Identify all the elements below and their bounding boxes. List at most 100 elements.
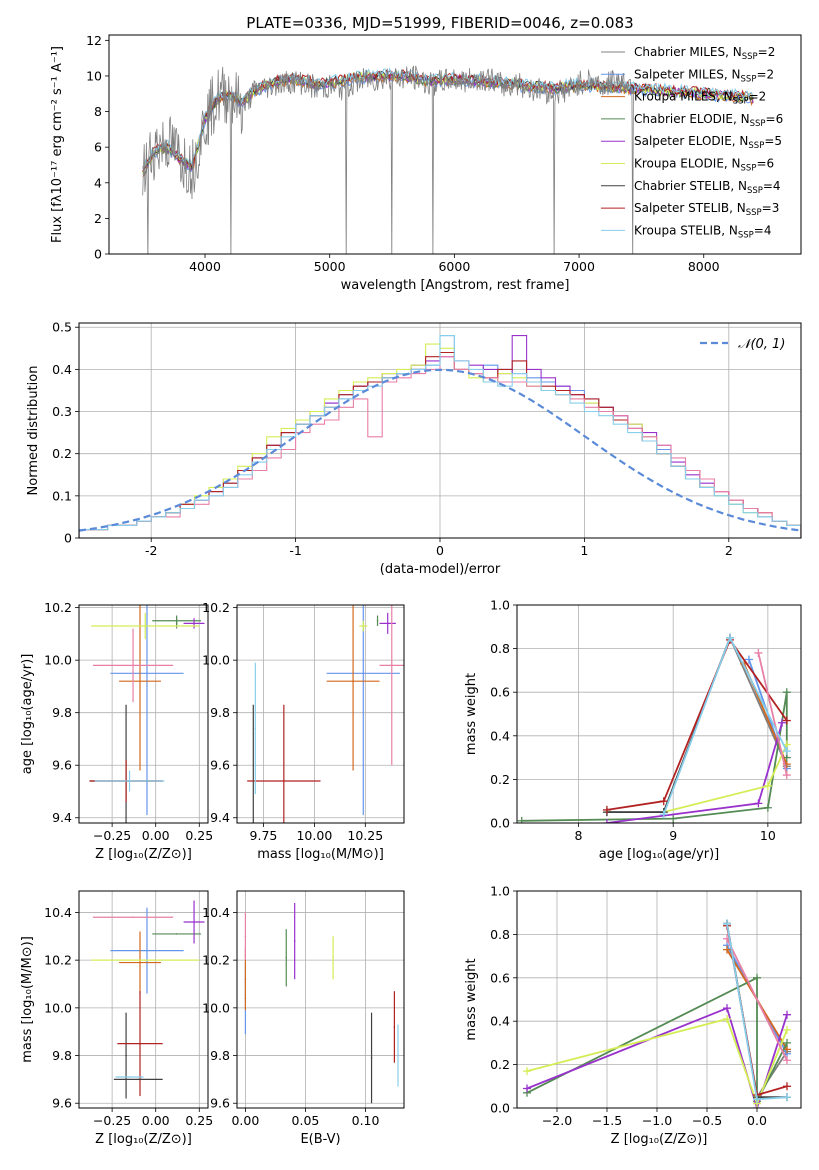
data-point — [146, 672, 148, 675]
data-point — [390, 664, 393, 667]
y-tick-label: 0.1 — [52, 488, 72, 503]
weight-marker — [763, 781, 772, 790]
x-tick-label: 0.05 — [292, 1113, 320, 1128]
y-tick-label: 10.0 — [44, 1000, 72, 1015]
panel-residual-histogram: -2 -1 0 1 2 0 0.1 0.2 0.3 0.4 0.5 (data-model)/erro… — [26, 320, 802, 577]
weight-marker — [602, 819, 611, 823]
observed-spectrum-line — [142, 65, 634, 254]
x-tick-label: 0 — [436, 543, 444, 558]
weight-marker — [783, 1093, 791, 1102]
weight-marker — [782, 771, 791, 780]
y-tick-label: 0.6 — [490, 685, 510, 700]
x-tick-label: 0.00 — [231, 1113, 259, 1128]
data-point — [193, 622, 195, 625]
panel-age-vs-mass: 9.75 10.00 10.25 9.4 9.6 9.8 10.0 10.2 mass [log… — [202, 600, 405, 862]
plot-area — [237, 605, 404, 823]
plot-area — [517, 605, 801, 823]
data-point — [132, 664, 134, 667]
x-tick-label: -2 — [145, 543, 157, 558]
legend-entry: Salpeter MILES, NSSP=2 — [634, 67, 774, 84]
y-tick-label: 10.4 — [44, 905, 72, 920]
y-tick-label: 0.2 — [52, 446, 72, 461]
y-tick-label: 0.5 — [52, 320, 72, 335]
y-tick-label: 12 — [86, 33, 102, 48]
x-tick-label: −1.0 — [642, 1113, 672, 1128]
x-tick-label: 5000 — [314, 259, 346, 274]
weight-marker — [782, 688, 791, 697]
x-tick-label: 10 — [760, 828, 776, 843]
y-tick-label: 4 — [94, 175, 102, 190]
x-tick-label: 8000 — [688, 259, 720, 274]
weight-series-line — [726, 938, 788, 1061]
data-point — [332, 956, 334, 959]
weight-series-line — [606, 638, 788, 811]
data-point — [139, 961, 141, 964]
y-tick-label: 9.6 — [52, 758, 72, 773]
x-tick-label: −1.5 — [592, 1113, 622, 1128]
x-tick-label: 2 — [725, 543, 733, 558]
weight-marker — [723, 1015, 731, 1024]
y-tick-label: 10.0 — [44, 653, 72, 668]
weight-marker — [783, 1025, 791, 1034]
plot-area — [237, 891, 404, 1108]
y-tick-label: 0.0 — [490, 816, 510, 831]
x-tick-label: 0.25 — [185, 828, 213, 843]
y-axis-label: Flux [fλ10⁻¹⁷ erg cm⁻² s⁻¹ A⁻¹] — [50, 46, 65, 243]
y-tick-label: 0.4 — [490, 728, 510, 743]
data-point — [244, 935, 247, 938]
model-spectrum-line — [142, 68, 754, 172]
y-tick-label: 0.0 — [490, 1101, 510, 1116]
y-axis-label: mass weight — [464, 958, 479, 1040]
weight-marker — [723, 919, 731, 928]
axes-frame — [78, 604, 209, 824]
x-tick-label: -1 — [289, 543, 301, 558]
weight-series-line — [606, 637, 731, 813]
legend-suffix: =4 — [754, 223, 772, 237]
weight-marker — [783, 1010, 791, 1019]
x-axis-label: Z [log₁₀(Z/Z⊙)] — [95, 847, 192, 862]
panel-spectrum: 4000 5000 6000 7000 8000 0 2 4 6 8 10 12 wavelength … — [50, 33, 802, 293]
legend-suffix: =2 — [749, 90, 767, 104]
weight-marker — [726, 633, 734, 642]
legend-subscript: SSP — [747, 186, 763, 196]
panel-mass-vs-EBV: 0.00 0.05 0.10 9.6 9.8 10.0 10.2 10.4 E(B-V) — [202, 890, 405, 1147]
weight-series-line — [526, 976, 788, 1102]
data-point — [193, 921, 195, 923]
y-tick-label: 9.4 — [210, 810, 230, 825]
x-tick-label: −0.5 — [692, 1113, 722, 1128]
legend-subscript: SSP — [748, 141, 764, 151]
legend-label: Chabrier ELODIE, N — [634, 112, 750, 126]
y-tick-label: 10.2 — [44, 600, 72, 615]
y-tick-label: 10.0 — [202, 653, 230, 668]
x-axis-label: age [log₁₀(age/yr)] — [599, 847, 720, 862]
weight-marker — [753, 973, 761, 982]
y-tick-label: 9.6 — [52, 1096, 72, 1111]
weight-series-line — [757, 652, 788, 776]
weight-series-line — [606, 722, 783, 823]
x-tick-label: 0.25 — [185, 1113, 213, 1128]
legend-entry: Kroupa STELIB, NSSP=4 — [634, 223, 772, 240]
legend-label: Kroupa STELIB, N — [634, 223, 738, 237]
y-axis-label: age [log₁₀(age/yr)] — [20, 654, 35, 775]
data-point — [293, 940, 296, 942]
weight-marker — [744, 655, 753, 664]
x-axis-label: mass [log₁₀(M/M⊙)] — [257, 847, 384, 862]
weight-marker — [669, 814, 678, 823]
y-tick-label: 0.6 — [490, 970, 510, 985]
y-tick-label: 10.2 — [202, 953, 230, 968]
y-tick-label: 9.8 — [210, 1048, 230, 1063]
x-tick-label: 9 — [669, 828, 677, 843]
legend-entry: Chabrier ELODIE, NSSP=6 — [634, 112, 783, 129]
x-axis-label: (data-model)/error — [380, 562, 501, 577]
data-point — [362, 672, 365, 675]
legend-suffix: =5 — [764, 134, 782, 148]
x-tick-label: −0.25 — [93, 828, 131, 843]
data-point — [139, 680, 141, 682]
data-point — [146, 949, 148, 952]
x-tick-label: −2.0 — [542, 1113, 572, 1128]
legend-suffix: =2 — [756, 67, 774, 81]
data-point — [175, 933, 178, 935]
weight-marker — [523, 1084, 531, 1093]
y-axis-label: mass [log₁₀(M/M⊙)] — [20, 936, 35, 1063]
